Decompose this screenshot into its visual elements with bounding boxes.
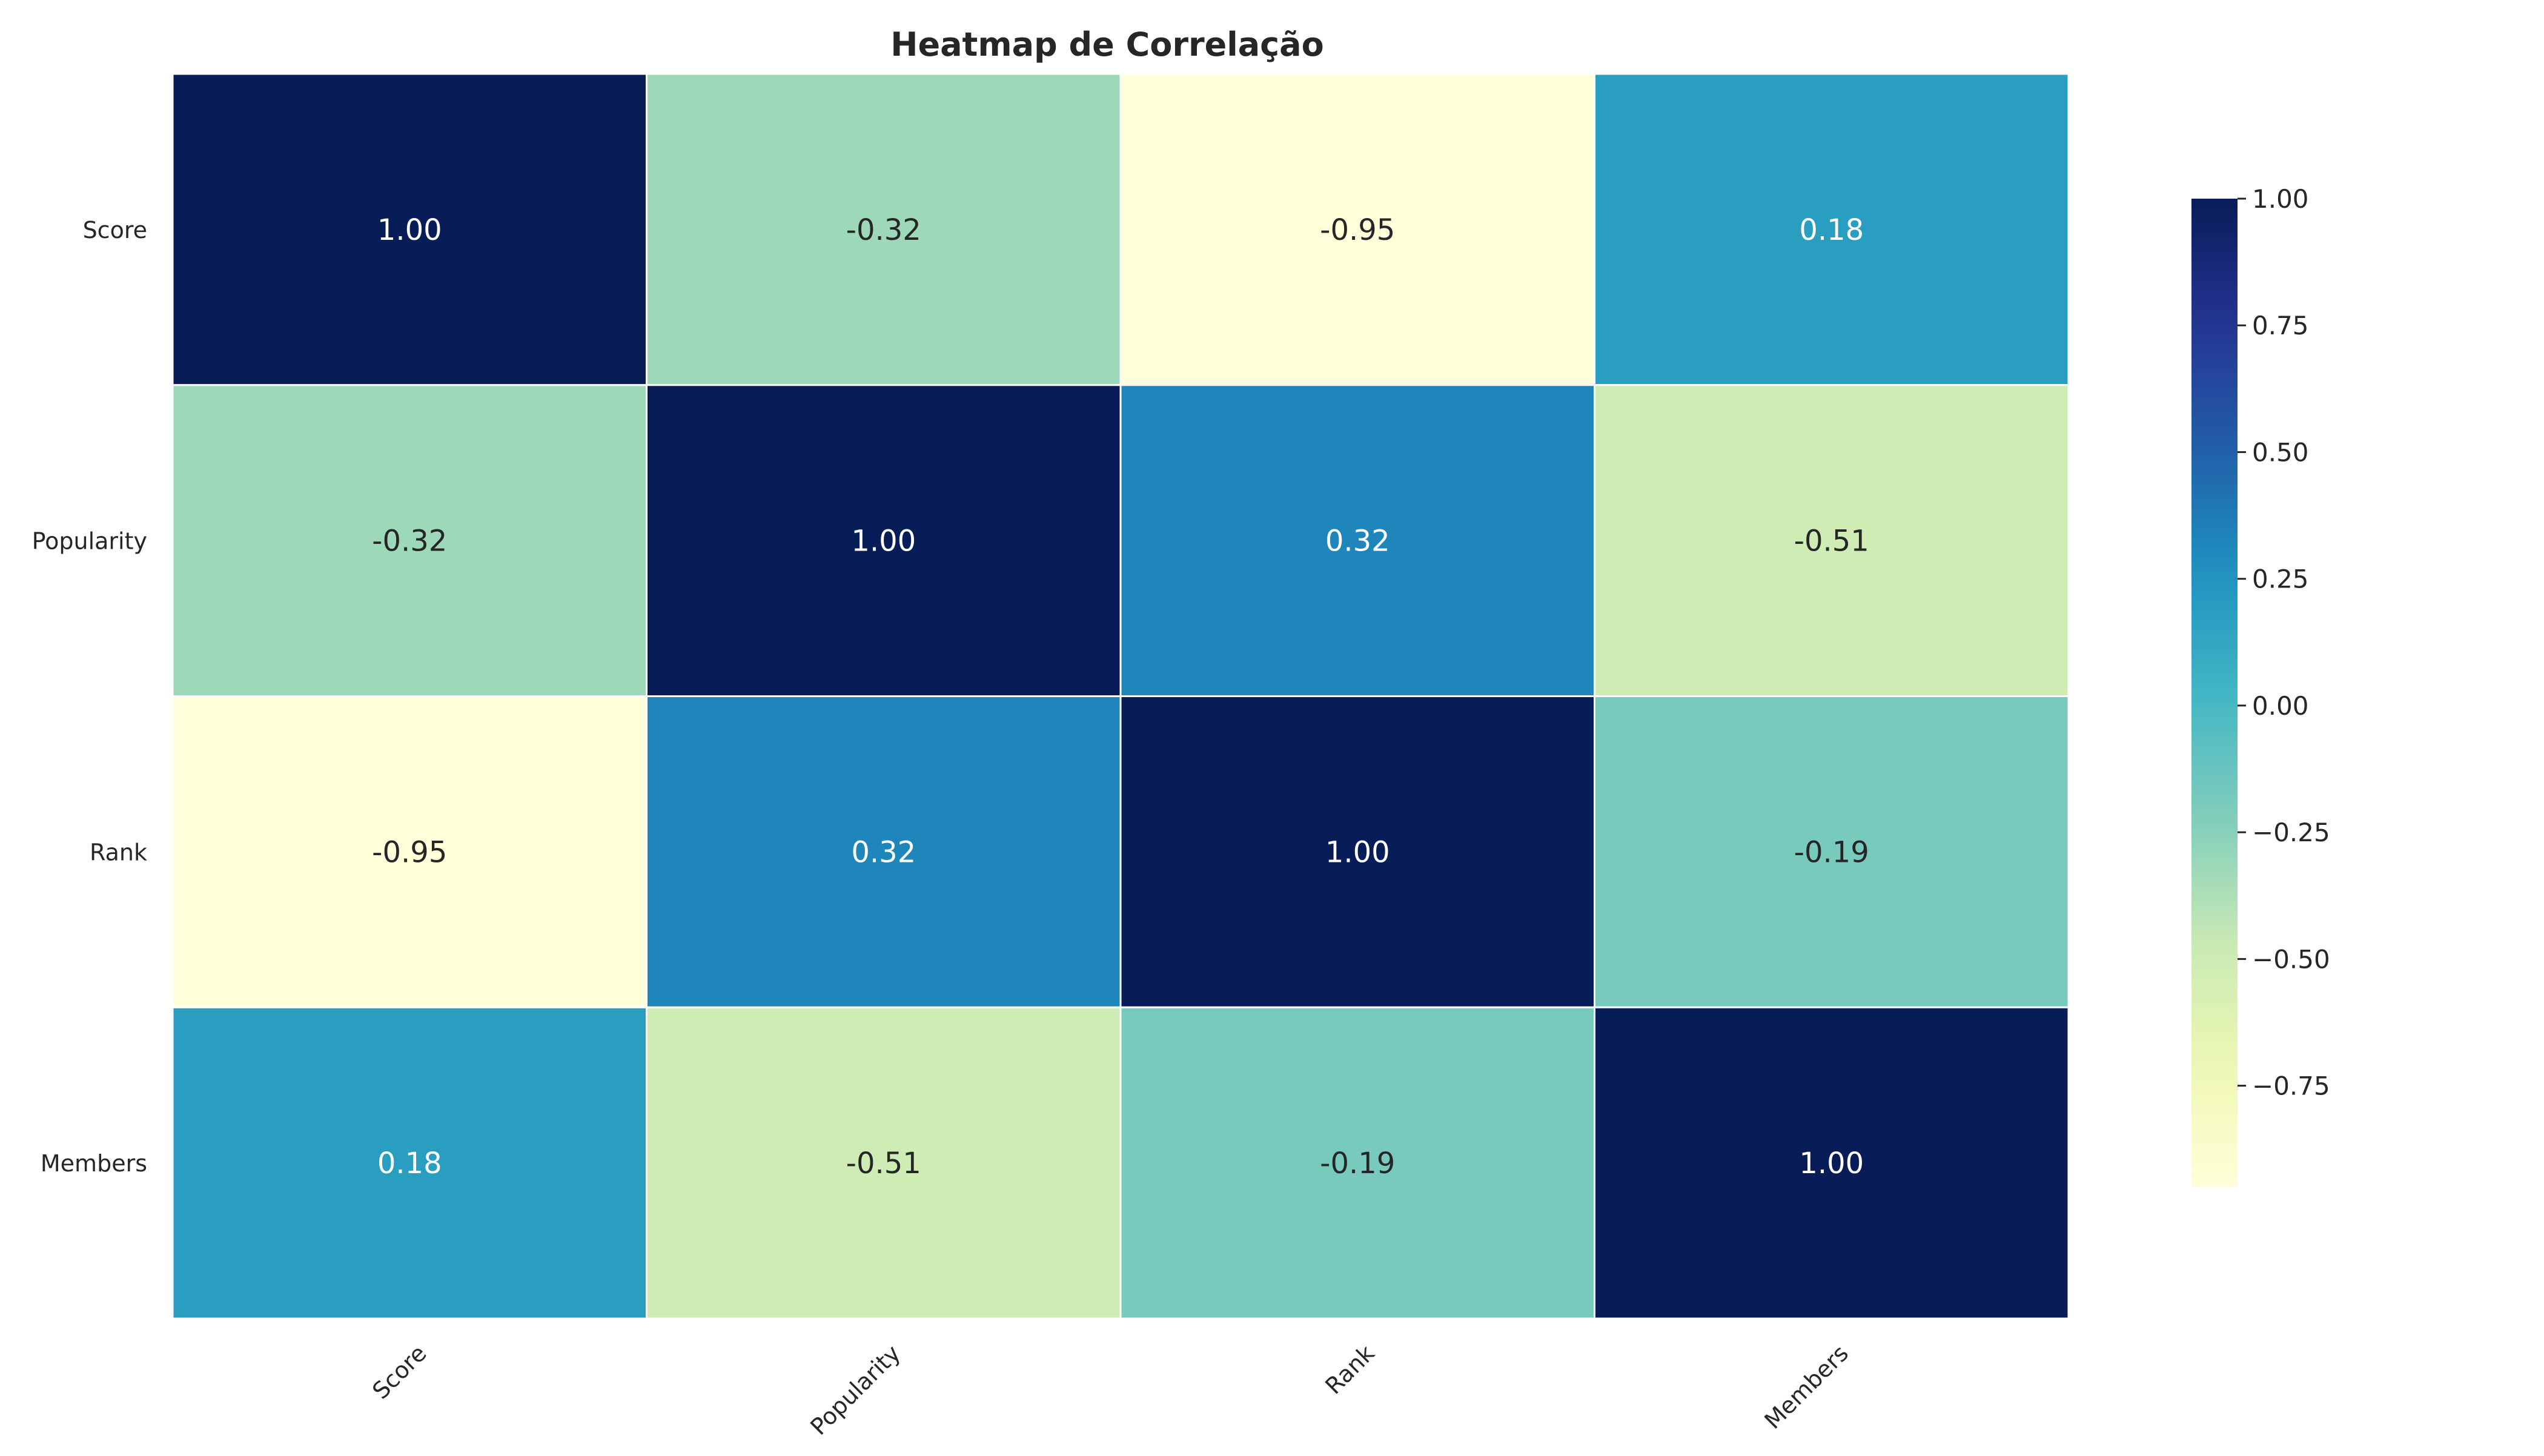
cell-value-label: -0.95 [1320, 213, 1395, 247]
colorbar-tick-label: 0.50 [2252, 437, 2309, 467]
heatmap-cell [646, 1006, 1122, 1320]
cell-value-label: 1.00 [1799, 1147, 1864, 1180]
cell-value-label: -0.32 [846, 213, 921, 247]
cell-value-label: 0.32 [1325, 524, 1390, 558]
heatmap-cell [1594, 73, 2070, 386]
x-tick-label: Score [367, 1340, 431, 1404]
cell-value-label: 1.00 [1325, 835, 1390, 869]
colorbar: 1.00 0.75 0.50 0.25 0.00 −0.25 −0.50 −0.75 [2191, 184, 2330, 1187]
heatmap-cell [1594, 384, 2070, 697]
heatmap-cell [171, 73, 648, 386]
heatmap-cell [646, 384, 1122, 697]
cell-value-label: -0.51 [1794, 524, 1869, 558]
colorbar-tick-label: 0.25 [2252, 564, 2309, 594]
heatmap-cell [1119, 384, 1595, 697]
heatmap-cell [1119, 73, 1595, 386]
colorbar-tick-label: −0.75 [2252, 1071, 2330, 1101]
cell-value-label: -0.19 [1794, 835, 1869, 869]
colorbar-gradient [2191, 199, 2238, 1187]
heatmap-annotations: 1.00 -0.32 -0.95 0.18 -0.32 1.00 0.32 -0.51 -0.9… [372, 213, 1869, 1180]
heatmap-cell [171, 384, 648, 697]
x-tick-label: Popularity [805, 1340, 906, 1440]
heatmap-cell [646, 695, 1122, 1008]
y-tick-label: Popularity [32, 528, 147, 555]
heatmap-cell [1119, 1006, 1595, 1320]
heatmap-cell [646, 73, 1122, 386]
heatmap-cell [171, 1006, 648, 1320]
y-tick-label: Rank [90, 839, 147, 865]
chart-title: Heatmap de Correlação [890, 25, 1323, 64]
x-tick-label: Members [1759, 1340, 1853, 1434]
colorbar-tick-label: 1.00 [2252, 184, 2309, 214]
x-tick-label: Rank [1320, 1340, 1379, 1399]
cell-value-label: 1.00 [377, 213, 442, 247]
cell-value-label: -0.19 [1320, 1147, 1395, 1180]
colorbar-ticks: 1.00 0.75 0.50 0.25 0.00 −0.25 −0.50 −0.75 [2238, 184, 2330, 1101]
cell-value-label: -0.32 [372, 524, 447, 558]
y-axis-ticks: Score Popularity Rank Members [32, 217, 147, 1177]
cell-value-label: 0.18 [1799, 213, 1864, 247]
x-axis-ticks: Score Popularity Rank Members [367, 1340, 1853, 1440]
y-tick-label: Members [41, 1150, 147, 1177]
colorbar-tick-label: 0.00 [2252, 691, 2309, 721]
cell-value-label: -0.95 [372, 835, 447, 869]
heatmap-cells [171, 73, 2070, 1320]
cell-value-label: 0.32 [851, 835, 916, 869]
cell-value-label: 1.00 [851, 524, 916, 558]
y-tick-label: Score [83, 217, 147, 243]
colorbar-tick-label: −0.50 [2252, 944, 2330, 974]
colorbar-tick-label: −0.25 [2252, 818, 2330, 847]
heatmap-cell [1594, 695, 2070, 1008]
heatmap-cell [1594, 1006, 2070, 1320]
cell-value-label: 0.18 [377, 1147, 442, 1180]
cell-value-label: -0.51 [846, 1147, 921, 1180]
colorbar-tick-label: 0.75 [2252, 311, 2309, 340]
